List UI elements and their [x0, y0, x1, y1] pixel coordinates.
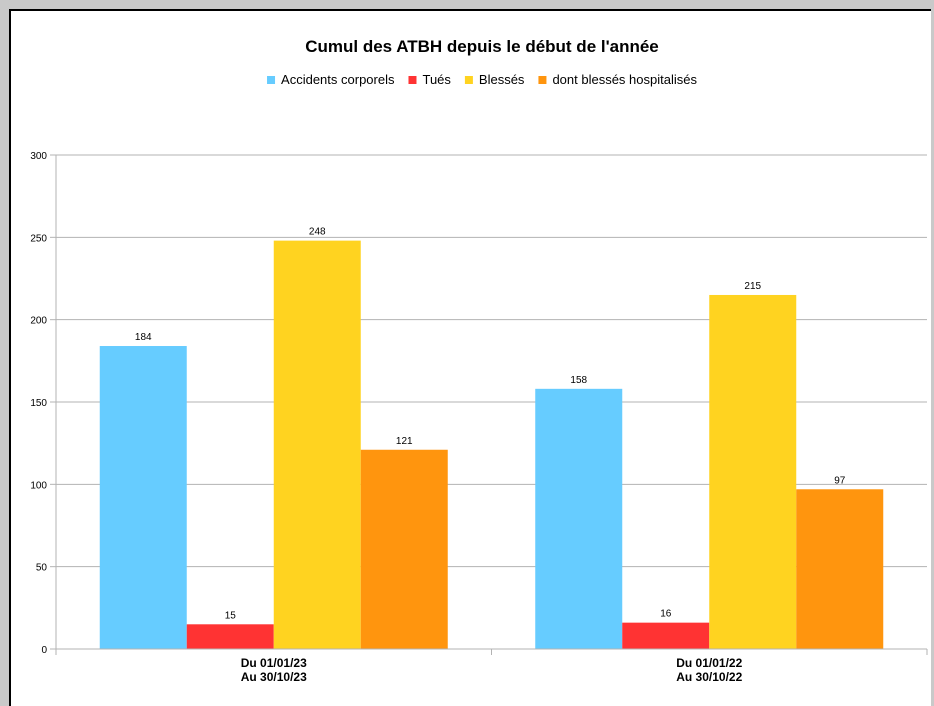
bar	[99, 346, 187, 649]
bar	[360, 449, 448, 649]
data-label: 215	[744, 281, 761, 292]
y-tick-label: 200	[30, 316, 47, 327]
legend-swatch	[408, 76, 417, 84]
legend-label: Tués	[422, 72, 451, 87]
data-label: 97	[834, 475, 846, 486]
legend-label: dont blessés hospitalisés	[552, 72, 697, 87]
legend-item: dont blessés hospitalisés	[538, 72, 697, 87]
y-tick-label: 150	[30, 398, 47, 409]
bar	[709, 294, 797, 649]
legend-item: Blessés	[464, 72, 525, 87]
legend-item: Accidents corporels	[267, 72, 395, 87]
x-category-label: Au 30/10/22	[676, 670, 742, 684]
data-label: 184	[135, 332, 152, 343]
bar	[186, 624, 274, 649]
data-label: 121	[396, 436, 413, 447]
x-category-label: Au 30/10/23	[241, 670, 307, 684]
legend-item: Tués	[408, 72, 451, 87]
data-label: 15	[225, 610, 237, 621]
data-label: 16	[660, 609, 672, 620]
legend-swatch	[267, 76, 276, 84]
legend-label: Blessés	[479, 72, 525, 87]
y-tick-label: 300	[30, 151, 47, 162]
legend-swatch	[538, 76, 547, 84]
legend: Accidents corporels Tués Blessés dont bless…	[267, 72, 697, 87]
chart-title: Cumul des ATBH depuis le début de l'anné…	[305, 37, 659, 56]
data-label: 248	[309, 227, 326, 238]
y-tick-label: 0	[41, 645, 47, 656]
bar	[535, 388, 623, 649]
legend-label: Accidents corporels	[281, 72, 395, 87]
bar	[796, 489, 884, 649]
bar	[622, 622, 710, 649]
x-category-label: Du 01/01/22	[676, 656, 742, 670]
y-tick-label: 250	[30, 233, 47, 244]
bars: 184 15 248 121 158 16 215 97	[99, 227, 884, 650]
y-tick-label: 50	[36, 563, 48, 574]
data-label: 158	[570, 375, 587, 386]
bar	[273, 240, 361, 650]
legend-swatch	[464, 76, 473, 84]
y-tick-label: 100	[30, 480, 47, 491]
x-category-label: Du 01/01/23	[241, 656, 307, 670]
